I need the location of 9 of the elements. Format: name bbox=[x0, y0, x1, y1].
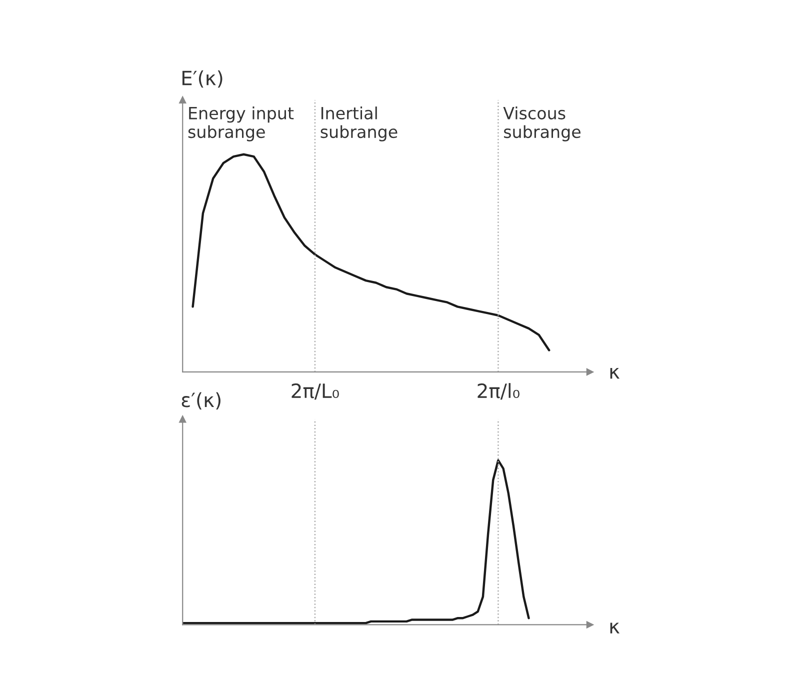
x-axis-title: κ bbox=[610, 622, 620, 634]
y-axis-title: ε′(κ) bbox=[182, 392, 220, 410]
text: Energy input subrange bbox=[188, 106, 294, 142]
text: Viscous subrange bbox=[503, 106, 580, 142]
y-axis-title: E′(κ) bbox=[182, 70, 222, 88]
text: Inertial subrange bbox=[320, 106, 398, 142]
x-tick-label: 2π/L₀ bbox=[292, 383, 339, 400]
x-tick-label: 2π/l₀ bbox=[478, 383, 520, 400]
x-axis-title: κ bbox=[610, 368, 620, 379]
